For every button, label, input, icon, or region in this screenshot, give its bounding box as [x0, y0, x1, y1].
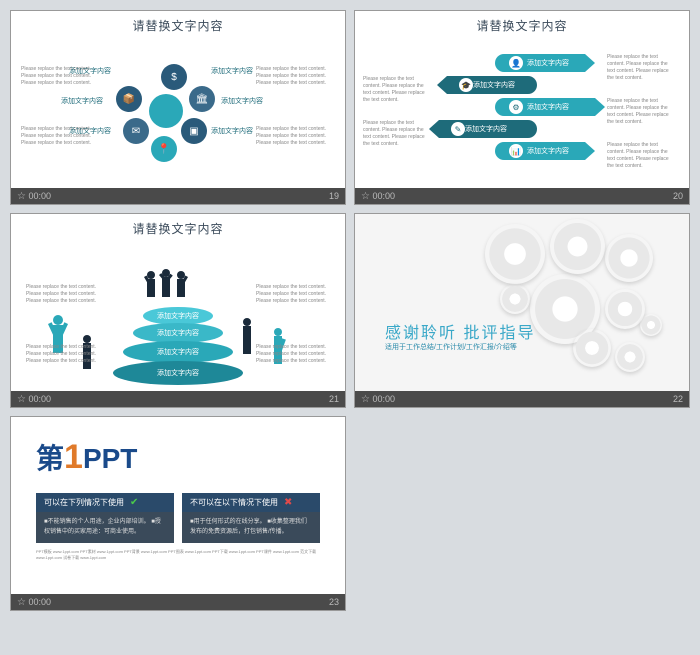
col2-head-text: 不可以在以下情况下使用: [190, 497, 278, 508]
bubble-tag: 添加文字内容: [221, 96, 263, 106]
desc-text: Please replace the text content. Please …: [607, 142, 677, 170]
gear-icon: [605, 289, 645, 329]
star-icon: ☆: [17, 191, 26, 202]
slide-number: 23: [329, 597, 339, 607]
arrow-row: 👤添加文字内容: [495, 54, 595, 72]
bubble-tag: 添加文字内容: [211, 66, 253, 76]
logo: 第1PPT: [36, 437, 320, 477]
stat-bubble: 📦: [116, 86, 142, 112]
check-icon: ✔: [130, 497, 138, 508]
gear-icon: [615, 342, 645, 372]
star-icon: ☆: [17, 394, 26, 405]
time: 00:00: [372, 191, 395, 201]
col1-body: ■不能销售的个人用途，企业内部培训。 ■授权销售中的买家用途：可商业使用。: [36, 512, 174, 543]
col1-head-text: 可以在下列情况下使用: [44, 497, 124, 508]
slide-21[interactable]: 请替换文字内容 添加文字内容添加文字内容添加文字内容添加文字内容Please r…: [10, 213, 346, 408]
logo-part1: 第: [36, 443, 64, 474]
bubble-tag: 添加文字内容: [211, 126, 253, 136]
star-icon: ☆: [361, 394, 370, 405]
slide-content: 👤添加文字内容 🎓添加文字内容 ⚙添加文字内容 ✎添加文字内容 📊添加文字内容 Pleas…: [355, 36, 689, 196]
slide-19[interactable]: 请替换文字内容 $🏛▣📍✉📦添加文字内容添加文字内容添加文字内容添加文字内容添加…: [10, 10, 346, 205]
podium-tier: 添加文字内容: [123, 341, 233, 363]
gear-icon: [485, 224, 545, 284]
arrow-row: ✎添加文字内容: [429, 120, 537, 138]
arrow-row: ⚙添加文字内容: [495, 98, 605, 116]
gear-icon: [500, 284, 530, 314]
silhouette-top: [136, 267, 196, 307]
slide-footer: ☆ 00:00 21: [11, 391, 345, 407]
footer-links: PPT模板 www.1ppt.com PPT素材 www.1ppt.com PP…: [36, 549, 320, 561]
gear-icon: [605, 234, 653, 282]
usage-columns: 可以在下列情况下使用 ✔ ■不能销售的个人用途，企业内部培训。 ■授权销售中的买家…: [36, 493, 320, 543]
desc-text: Please replace the text content. Please …: [26, 284, 101, 305]
desc-text: Please replace the text content. Please …: [256, 344, 331, 365]
slide-title: 请替换文字内容: [11, 214, 345, 239]
desc-text: Please replace the text content. Please …: [363, 120, 433, 148]
col-head-allowed: 可以在下列情况下使用 ✔: [36, 493, 174, 512]
time: 00:00: [28, 394, 51, 404]
slide-content: 第1PPT 可以在下列情况下使用 ✔ ■不能销售的个人用途，企业内部培训。 ■授权…: [11, 417, 345, 595]
slide-number: 21: [329, 394, 339, 404]
stat-bubble: 🏛: [189, 86, 215, 112]
slide-content: 感谢聆听 批评指导 适用于工作总结/工作计划/工作汇报/介绍等: [355, 214, 689, 392]
bubble-tag: 添加文字内容: [61, 96, 103, 106]
stat-bubble: 📍: [151, 136, 177, 162]
desc-text: Please replace the text content. Please …: [26, 344, 101, 365]
desc-text: Please replace the text content. Please …: [21, 66, 96, 87]
star-icon: ☆: [17, 597, 26, 608]
desc-text: Please replace the text content. Please …: [256, 284, 331, 305]
col-head-not-allowed: 不可以在以下情况下使用 ✖: [182, 493, 320, 512]
thanks-subtitle: 适用于工作总结/工作计划/工作汇报/介绍等: [385, 342, 517, 352]
podium-tier: 添加文字内容: [113, 361, 243, 385]
slide-grid: 请替换文字内容 $🏛▣📍✉📦添加文字内容添加文字内容添加文字内容添加文字内容添加…: [10, 10, 690, 611]
gear-icon: [640, 314, 662, 336]
stat-bubble: ▣: [181, 118, 207, 144]
desc-text: Please replace the text content. Please …: [363, 76, 433, 104]
slide-footer: ☆ 00:00 20: [355, 188, 689, 204]
slide-number: 19: [329, 191, 339, 201]
slide-content: $🏛▣📍✉📦添加文字内容添加文字内容添加文字内容添加文字内容添加文字内容添加文字…: [11, 36, 345, 196]
logo-part3: PPT: [83, 443, 137, 474]
desc-text: Please replace the text content. Please …: [607, 54, 677, 82]
time: 00:00: [372, 394, 395, 404]
slide-footer: ☆ 00:00 23: [11, 594, 345, 610]
slide-number: 20: [673, 191, 683, 201]
arrow-row: 📊添加文字内容: [495, 142, 595, 160]
col2-body: ■用于任何形式的在线分享。 ■收集整理我们发布的免费资源后，打包销售/传播。: [182, 512, 320, 543]
slide-22[interactable]: 感谢聆听 批评指导 适用于工作总结/工作计划/工作汇报/介绍等 ☆ 00:00 …: [354, 213, 690, 408]
slide-footer: ☆ 00:00 19: [11, 188, 345, 204]
stat-bubble: $: [161, 64, 187, 90]
desc-text: Please replace the text content. Please …: [256, 66, 331, 87]
slide-number: 22: [673, 394, 683, 404]
slide-20[interactable]: 请替换文字内容 👤添加文字内容 🎓添加文字内容 ⚙添加文字内容 ✎添加文字内容 📊添加文…: [354, 10, 690, 205]
desc-text: Please replace the text content. Please …: [607, 98, 677, 126]
slide-footer: ☆ 00:00 22: [355, 391, 689, 407]
center-bubble: [149, 94, 183, 128]
star-icon: ☆: [361, 191, 370, 202]
slide-title: 请替换文字内容: [355, 11, 689, 36]
col-allowed: 可以在下列情况下使用 ✔ ■不能销售的个人用途，企业内部培训。 ■授权销售中的买家…: [36, 493, 174, 543]
arrow-row: 🎓添加文字内容: [437, 76, 537, 94]
gear-icon: [573, 329, 611, 367]
stat-bubble: ✉: [123, 118, 149, 144]
time: 00:00: [28, 191, 51, 201]
slide-content: 添加文字内容添加文字内容添加文字内容添加文字内容Please replace t…: [11, 239, 345, 399]
podium-tier: 添加文字内容: [133, 323, 223, 343]
thanks-title: 感谢聆听 批评指导: [385, 319, 535, 343]
slide-23[interactable]: 第1PPT 可以在下列情况下使用 ✔ ■不能销售的个人用途，企业内部培训。 ■授权…: [10, 416, 346, 611]
desc-text: Please replace the text content. Please …: [256, 126, 331, 147]
desc-text: Please replace the text content. Please …: [21, 126, 96, 147]
gear-icon: [550, 219, 605, 274]
logo-part2: 1: [64, 438, 83, 476]
cross-icon: ✖: [284, 497, 292, 508]
time: 00:00: [28, 597, 51, 607]
silhouette-right1: [236, 317, 258, 365]
slide-title: 请替换文字内容: [11, 11, 345, 36]
col-not-allowed: 不可以在以下情况下使用 ✖ ■用于任何形式的在线分享。 ■收集整理我们发布的免费资…: [182, 493, 320, 543]
